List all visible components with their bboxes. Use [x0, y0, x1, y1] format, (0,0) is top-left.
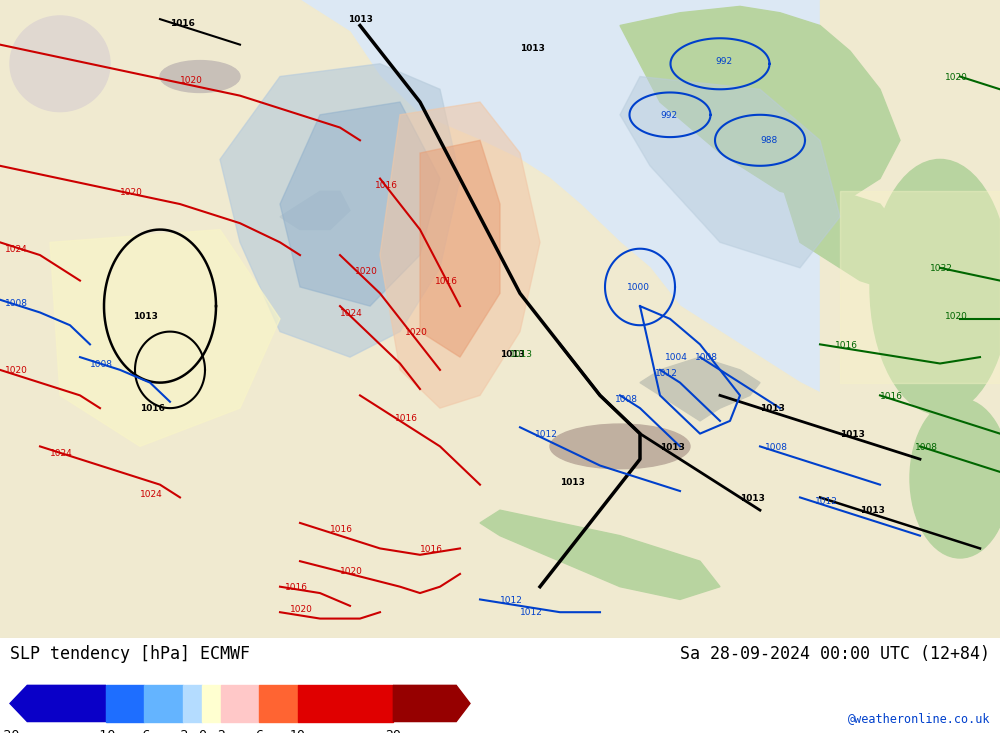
Text: 1013: 1013 — [560, 478, 585, 487]
Text: 992: 992 — [660, 111, 677, 120]
Ellipse shape — [160, 61, 240, 92]
Text: 1024: 1024 — [50, 449, 73, 458]
Ellipse shape — [870, 159, 1000, 414]
Text: 1000: 1000 — [627, 283, 650, 292]
Polygon shape — [182, 685, 202, 721]
Text: 1008: 1008 — [90, 360, 113, 369]
Polygon shape — [144, 685, 182, 721]
Text: 1024: 1024 — [5, 245, 28, 254]
Text: 1024: 1024 — [340, 309, 363, 317]
Polygon shape — [620, 7, 900, 204]
Text: 1012: 1012 — [535, 430, 558, 439]
Text: 1020: 1020 — [945, 312, 968, 321]
Text: 2: 2 — [217, 729, 225, 733]
Text: 1016: 1016 — [170, 18, 195, 28]
Text: 1012: 1012 — [815, 497, 838, 506]
Polygon shape — [480, 510, 720, 600]
Text: 1013: 1013 — [860, 507, 885, 515]
Text: 1013: 1013 — [840, 430, 865, 439]
Text: 1016: 1016 — [330, 526, 353, 534]
Text: 0: 0 — [198, 729, 206, 733]
Text: 1024: 1024 — [140, 490, 163, 499]
Polygon shape — [221, 685, 259, 721]
Ellipse shape — [550, 424, 690, 468]
Text: 1020: 1020 — [405, 328, 428, 336]
Text: 1016: 1016 — [395, 414, 418, 423]
Polygon shape — [0, 0, 1000, 638]
Text: -20: -20 — [0, 729, 20, 733]
Polygon shape — [220, 64, 460, 357]
Text: -10: -10 — [96, 729, 116, 733]
Text: 1016: 1016 — [140, 405, 165, 413]
Text: 1013: 1013 — [660, 443, 685, 452]
Text: 1008: 1008 — [915, 443, 938, 452]
Text: -2: -2 — [176, 729, 189, 733]
Text: 1016: 1016 — [880, 391, 903, 400]
Text: 1013: 1013 — [510, 350, 533, 359]
Polygon shape — [280, 102, 440, 306]
Bar — [0, 0, 420, 638]
Text: 1013: 1013 — [740, 493, 765, 503]
Ellipse shape — [10, 16, 110, 111]
Text: 1012: 1012 — [500, 596, 523, 605]
Text: @weatheronline.co.uk: @weatheronline.co.uk — [848, 712, 990, 726]
Text: 20: 20 — [385, 729, 401, 733]
Text: 1032: 1032 — [930, 264, 953, 273]
Text: 988: 988 — [760, 136, 777, 145]
Polygon shape — [640, 357, 760, 421]
Text: 1013: 1013 — [133, 312, 157, 321]
Text: 1020: 1020 — [355, 268, 378, 276]
Text: 1016: 1016 — [435, 277, 458, 286]
Polygon shape — [10, 685, 106, 721]
Text: 1012: 1012 — [655, 369, 678, 378]
Text: 1008: 1008 — [5, 299, 28, 308]
Text: 1020: 1020 — [945, 73, 968, 81]
Text: 1016: 1016 — [375, 181, 398, 190]
Text: 1016: 1016 — [835, 341, 858, 350]
Polygon shape — [298, 685, 393, 721]
Text: 1008: 1008 — [765, 443, 788, 452]
Polygon shape — [259, 685, 298, 721]
Polygon shape — [420, 140, 500, 357]
Text: -6: -6 — [138, 729, 150, 733]
Polygon shape — [780, 179, 920, 293]
Polygon shape — [106, 685, 144, 721]
Polygon shape — [393, 685, 470, 721]
Text: 1013: 1013 — [500, 350, 525, 359]
Polygon shape — [202, 685, 221, 721]
Text: Sa 28-09-2024 00:00 UTC (12+84): Sa 28-09-2024 00:00 UTC (12+84) — [680, 645, 990, 663]
Text: 1020: 1020 — [120, 188, 143, 196]
Text: 1004: 1004 — [665, 353, 688, 362]
Text: 1008: 1008 — [695, 353, 718, 362]
Ellipse shape — [910, 399, 1000, 558]
Text: SLP tendency [hPa] ECMWF: SLP tendency [hPa] ECMWF — [10, 645, 250, 663]
Text: 1012: 1012 — [520, 608, 543, 617]
Polygon shape — [840, 191, 1000, 383]
Bar — [820, 0, 1000, 638]
Text: 1013: 1013 — [520, 44, 545, 53]
Text: 992: 992 — [715, 56, 732, 66]
Text: 1020: 1020 — [180, 76, 203, 85]
Text: 1016: 1016 — [420, 545, 443, 553]
Polygon shape — [380, 102, 540, 408]
Polygon shape — [620, 76, 840, 268]
Text: 1020: 1020 — [340, 567, 363, 576]
Text: 1013: 1013 — [348, 15, 372, 24]
Polygon shape — [50, 229, 280, 446]
Text: 1013: 1013 — [760, 405, 785, 413]
Text: 1016: 1016 — [285, 583, 308, 592]
Text: 1020: 1020 — [290, 605, 313, 614]
Polygon shape — [280, 191, 350, 229]
Text: 6: 6 — [255, 729, 263, 733]
Text: 1020: 1020 — [5, 366, 28, 375]
Text: 10: 10 — [290, 729, 305, 733]
Text: 1008: 1008 — [615, 395, 638, 404]
